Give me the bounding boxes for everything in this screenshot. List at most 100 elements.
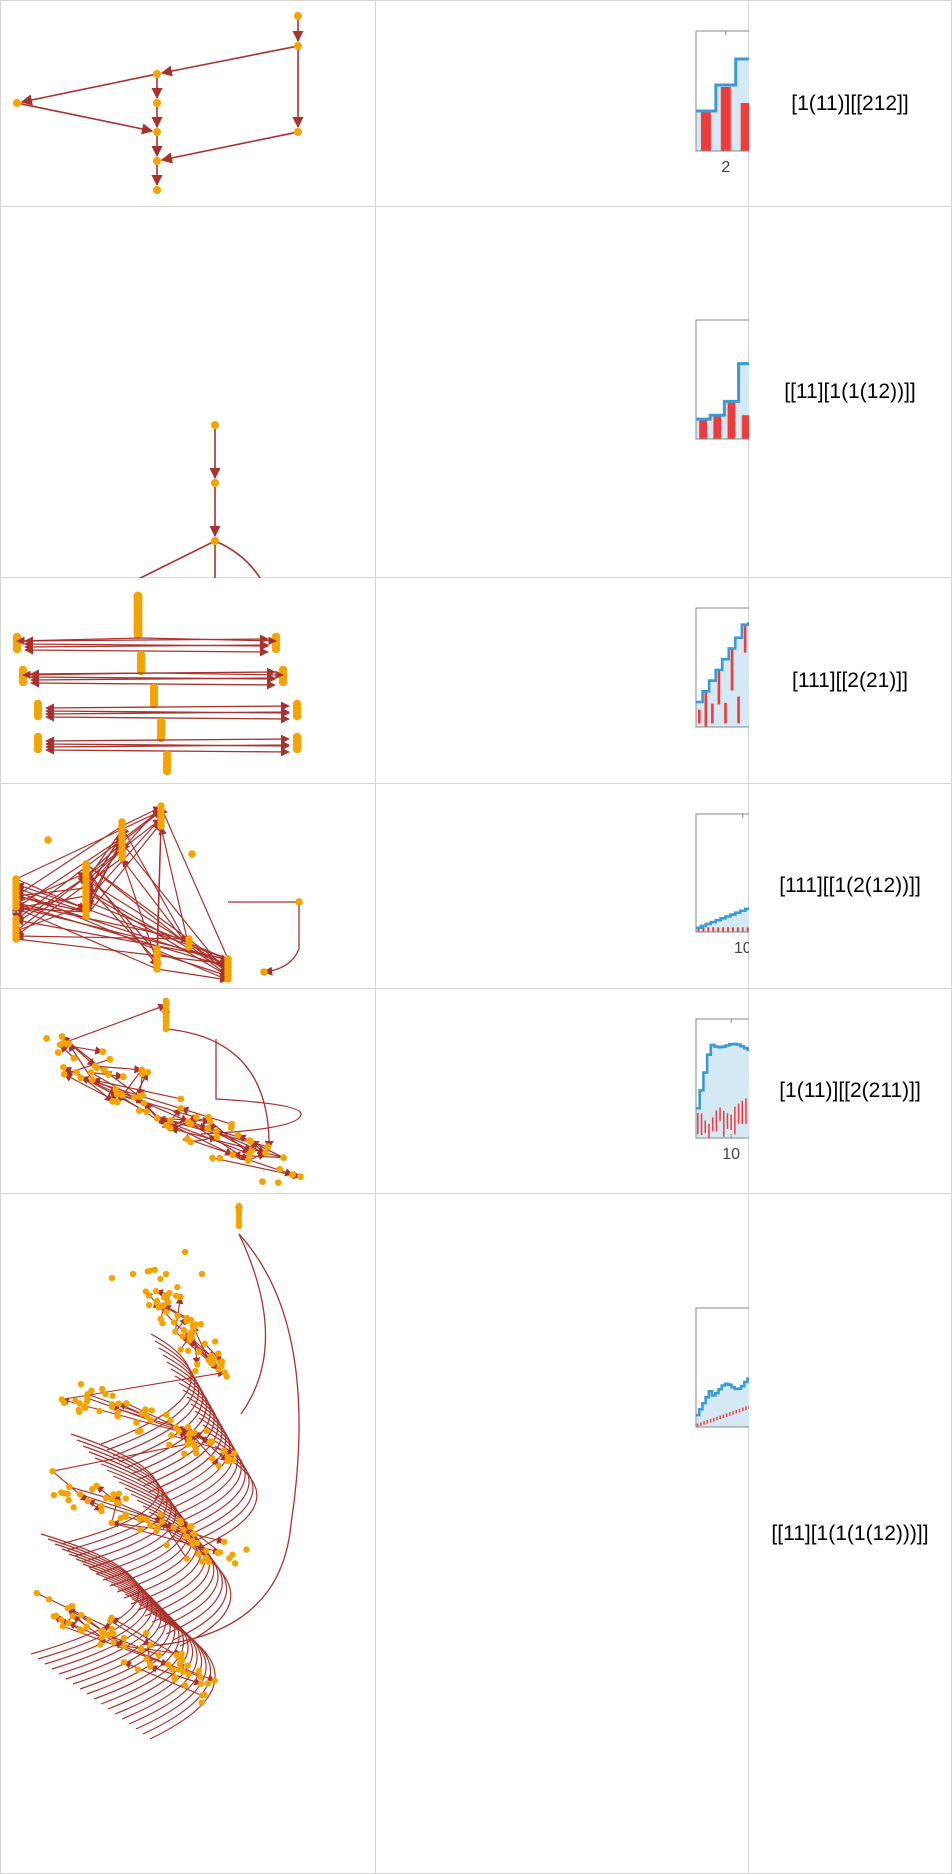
graph-node <box>184 1662 191 1669</box>
graph-node <box>289 1171 297 1179</box>
bar <box>741 415 749 439</box>
graph-edge <box>165 1028 274 1150</box>
graph-edge <box>160 132 295 164</box>
graph-node <box>97 1641 104 1648</box>
plot-frame <box>695 607 749 728</box>
graph-node <box>184 1441 191 1448</box>
graph-node <box>180 1526 187 1534</box>
graph-node <box>168 1666 176 1673</box>
graph-node <box>246 1137 253 1144</box>
graph-edge <box>200 1039 302 1135</box>
graph-node <box>212 1128 220 1136</box>
graph-edge <box>126 1402 211 1443</box>
graph-node <box>172 1328 179 1335</box>
graph-node <box>192 1114 200 1121</box>
graph-edge <box>79 1494 103 1512</box>
step-bar-chart: 2468101214 <box>695 30 749 176</box>
graph-edge <box>15 907 158 970</box>
graph-node <box>69 1612 77 1620</box>
graph-edge <box>15 938 229 968</box>
bar <box>724 702 727 724</box>
graph-edge <box>15 878 87 910</box>
graph-node <box>86 1617 93 1624</box>
graph-node <box>194 1361 201 1368</box>
graph-node <box>12 644 22 654</box>
graph-node <box>106 1055 114 1063</box>
graph-node <box>177 1519 185 1527</box>
graph-node <box>198 1699 205 1706</box>
step-line <box>696 57 749 113</box>
graph-node <box>162 1270 170 1278</box>
graph-node <box>70 1054 78 1062</box>
graph-node <box>292 711 302 721</box>
graph-node <box>179 1333 186 1340</box>
graph-edge <box>20 103 154 135</box>
graph-node <box>145 1292 152 1299</box>
chart-cell: 5101520 <box>376 207 749 578</box>
graph-edge <box>15 931 190 941</box>
graph-node <box>170 1319 178 1326</box>
graph-node <box>180 1326 187 1334</box>
bar <box>731 927 734 932</box>
graph-node <box>73 1068 80 1076</box>
rule-label-cell: [1(11)][[212]] <box>749 0 952 207</box>
graph-node <box>153 157 161 165</box>
graph-node <box>231 1450 238 1457</box>
graph-node <box>209 1154 216 1162</box>
graph-edge <box>142 1613 212 1735</box>
plot-frame <box>695 1307 749 1428</box>
bar <box>702 927 705 932</box>
graph-node <box>211 537 219 545</box>
table-row: 102030405060 [111][[1(2(12))]] <box>0 784 952 989</box>
bar <box>730 1114 732 1131</box>
graph-node <box>157 1315 164 1323</box>
graph-node <box>262 1149 269 1157</box>
graph-edge <box>45 701 290 713</box>
graph-edge <box>196 1445 254 1541</box>
graph-node <box>211 421 219 429</box>
graph-node <box>144 1068 152 1076</box>
bar <box>748 1405 749 1409</box>
graph-edge <box>133 1071 149 1098</box>
graph-node <box>186 1337 193 1344</box>
graph-edge <box>85 837 123 914</box>
graph-node <box>76 1491 84 1498</box>
rule-label-cell: [111][[2(21)]] <box>749 578 952 784</box>
bar <box>736 927 739 932</box>
graph-node <box>70 1504 77 1511</box>
graph-node <box>204 1680 212 1687</box>
graph-node <box>216 1549 224 1556</box>
graph-edge <box>45 712 290 724</box>
graph-edge <box>15 894 229 966</box>
step-line <box>696 1377 749 1417</box>
graph-node <box>246 1150 253 1158</box>
graph-edge <box>15 895 87 911</box>
graph-edge <box>228 901 300 976</box>
bar <box>711 703 714 724</box>
graph-edge <box>124 1645 183 1657</box>
bar <box>719 1415 721 1420</box>
graph-node <box>76 1626 84 1633</box>
graph-node <box>105 1631 112 1638</box>
bar <box>716 1416 718 1421</box>
graph-edge <box>86 1573 176 1695</box>
graph-edge <box>214 540 261 578</box>
graph-node <box>83 1623 90 1630</box>
graph-node <box>97 1502 105 1510</box>
graph-edge <box>114 1593 194 1715</box>
graph-node <box>167 1416 174 1424</box>
graph-node <box>208 1352 215 1360</box>
bar <box>708 1123 710 1138</box>
graph-node <box>181 1248 189 1256</box>
graph-node <box>292 744 302 754</box>
step-bar-chart: 10203040506070 <box>695 1018 749 1163</box>
chart-cell: 2468101214 <box>376 0 749 207</box>
graph-edge <box>109 1620 151 1646</box>
graph-node <box>142 1629 150 1637</box>
graph-node <box>152 1288 160 1295</box>
graph-node <box>264 1143 272 1151</box>
graph-node <box>195 1348 203 1356</box>
graph-node <box>153 1297 160 1305</box>
graph-node <box>65 1496 72 1504</box>
graph-node <box>188 850 196 858</box>
